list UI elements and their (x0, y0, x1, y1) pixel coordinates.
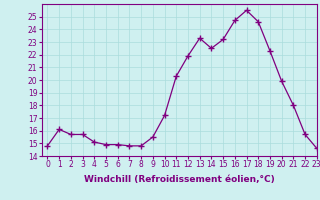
X-axis label: Windchill (Refroidissement éolien,°C): Windchill (Refroidissement éolien,°C) (84, 175, 275, 184)
